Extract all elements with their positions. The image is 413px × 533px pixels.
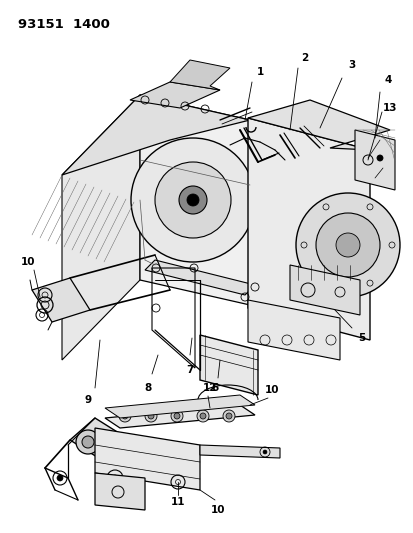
Circle shape <box>262 450 266 454</box>
Text: 4: 4 <box>383 75 391 85</box>
Circle shape <box>154 162 230 238</box>
Circle shape <box>82 436 94 448</box>
Polygon shape <box>247 100 389 150</box>
Circle shape <box>57 475 63 481</box>
Polygon shape <box>32 278 90 322</box>
Circle shape <box>178 186 206 214</box>
Circle shape <box>119 410 131 422</box>
Polygon shape <box>247 300 339 360</box>
Polygon shape <box>130 82 219 108</box>
Circle shape <box>335 233 359 257</box>
Circle shape <box>173 413 180 419</box>
Text: 10: 10 <box>210 505 225 515</box>
Text: 10: 10 <box>21 257 35 267</box>
Circle shape <box>122 413 128 419</box>
Circle shape <box>187 194 199 206</box>
Text: 2: 2 <box>301 53 308 63</box>
Text: 9: 9 <box>84 395 91 405</box>
Circle shape <box>376 155 382 161</box>
Circle shape <box>199 413 206 419</box>
Polygon shape <box>105 405 254 428</box>
Polygon shape <box>170 60 230 90</box>
Polygon shape <box>105 395 254 418</box>
Circle shape <box>147 413 154 419</box>
Text: 7: 7 <box>186 365 193 375</box>
Circle shape <box>295 193 399 297</box>
Text: 1: 1 <box>256 67 263 77</box>
Circle shape <box>145 410 157 422</box>
Polygon shape <box>95 428 199 490</box>
Polygon shape <box>247 118 369 340</box>
Polygon shape <box>140 95 249 305</box>
Polygon shape <box>289 265 359 315</box>
Polygon shape <box>354 130 394 190</box>
Polygon shape <box>145 260 254 295</box>
Polygon shape <box>62 95 249 175</box>
Polygon shape <box>199 445 279 458</box>
Text: 11: 11 <box>170 497 185 507</box>
Circle shape <box>171 410 183 422</box>
Circle shape <box>76 430 100 454</box>
Circle shape <box>315 213 379 277</box>
Text: 10: 10 <box>264 385 279 395</box>
Text: 12: 12 <box>202 383 217 393</box>
Circle shape <box>131 138 254 262</box>
Circle shape <box>197 410 209 422</box>
Text: 3: 3 <box>347 60 355 70</box>
Text: 6: 6 <box>211 383 218 393</box>
Polygon shape <box>95 473 145 510</box>
Circle shape <box>225 413 231 419</box>
Polygon shape <box>70 418 130 462</box>
Polygon shape <box>199 335 257 395</box>
Text: 5: 5 <box>358 333 365 343</box>
Text: 8: 8 <box>144 383 151 393</box>
Polygon shape <box>62 95 140 360</box>
Circle shape <box>223 410 235 422</box>
Text: 93151  1400: 93151 1400 <box>18 18 109 31</box>
Text: 13: 13 <box>382 103 396 113</box>
